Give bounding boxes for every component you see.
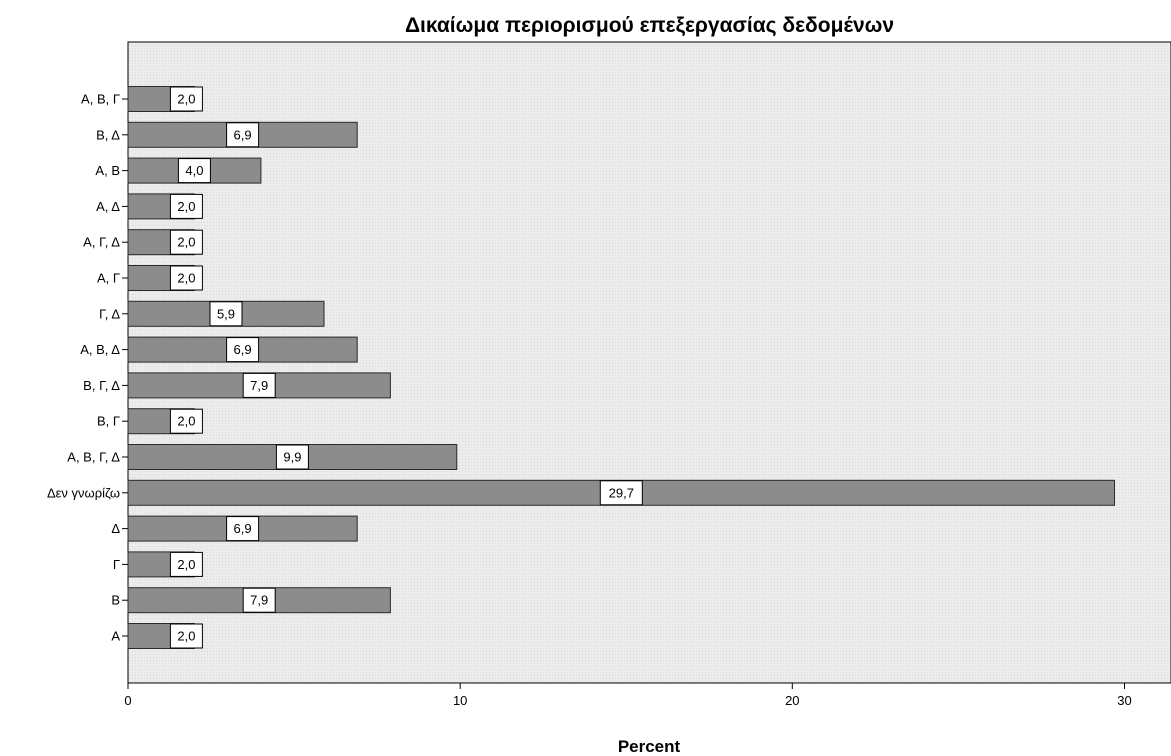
data-label-9: 6,9 [234,342,252,357]
data-label-12: 2,0 [177,235,195,250]
data-label-7: 2,0 [177,414,195,429]
data-label-box-7 [169,408,203,434]
data-label-6: 9,9 [283,450,301,465]
data-label-box-3 [169,551,203,577]
data-label-2: 7,9 [250,593,268,608]
category-label-15: Β, Δ [96,127,120,142]
x-tick-label-30: 30 [1117,693,1131,708]
x-tick-label-20: 20 [785,693,799,708]
data-label-1: 2,0 [177,629,195,644]
category-label-13: Α, Δ [96,199,120,214]
category-label-10: Γ, Δ [99,306,120,321]
category-label-2: Β [111,593,120,608]
data-label-box-10 [209,301,243,327]
data-label-box-1 [169,623,203,649]
data-label-box-12 [169,229,203,255]
data-label-4: 6,9 [234,521,252,536]
category-label-11: Α, Γ [97,271,120,286]
data-label-5: 29,7 [609,485,634,500]
data-label-box-15 [226,122,260,148]
category-label-7: Β, Γ [97,414,120,429]
data-label-box-13 [169,193,203,219]
data-label-box-4 [226,516,260,542]
category-label-6: Α, Β, Γ, Δ [67,450,120,465]
data-label-10: 5,9 [217,306,235,321]
x-tick-label-0: 0 [124,693,131,708]
data-label-14: 4,0 [185,163,203,178]
category-label-16: Α, Β, Γ [81,92,120,107]
data-label-box-11 [169,265,203,291]
data-label-box-9 [226,337,260,363]
data-label-box-14 [177,158,211,184]
data-label-3: 2,0 [177,557,195,572]
data-label-11: 2,0 [177,271,195,286]
data-label-box-5 [599,480,643,506]
category-label-8: Β, Γ, Δ [83,378,120,393]
category-label-4: Δ [111,521,120,536]
chart-title: Δικαίωμα περιορισμού επεξεργασίας δεδομέ… [404,14,895,37]
x-tick-label-10: 10 [453,693,467,708]
category-label-14: Α, Β [95,163,120,178]
data-label-box-8 [242,372,276,398]
category-label-5: Δεν γνωρίζω [47,485,120,500]
category-label-12: Α, Γ, Δ [83,235,120,250]
data-label-box-16 [169,86,203,112]
category-label-9: Α, Β, Δ [80,342,120,357]
data-label-13: 2,0 [177,199,195,214]
category-label-3: Γ [113,557,120,572]
data-label-8: 7,9 [250,378,268,393]
data-label-16: 2,0 [177,92,195,107]
data-label-box-6 [275,444,309,470]
category-label-1: Α [111,629,120,644]
x-axis-title: Percent [618,737,681,756]
data-label-box-2 [242,587,276,613]
data-label-15: 6,9 [234,127,252,142]
